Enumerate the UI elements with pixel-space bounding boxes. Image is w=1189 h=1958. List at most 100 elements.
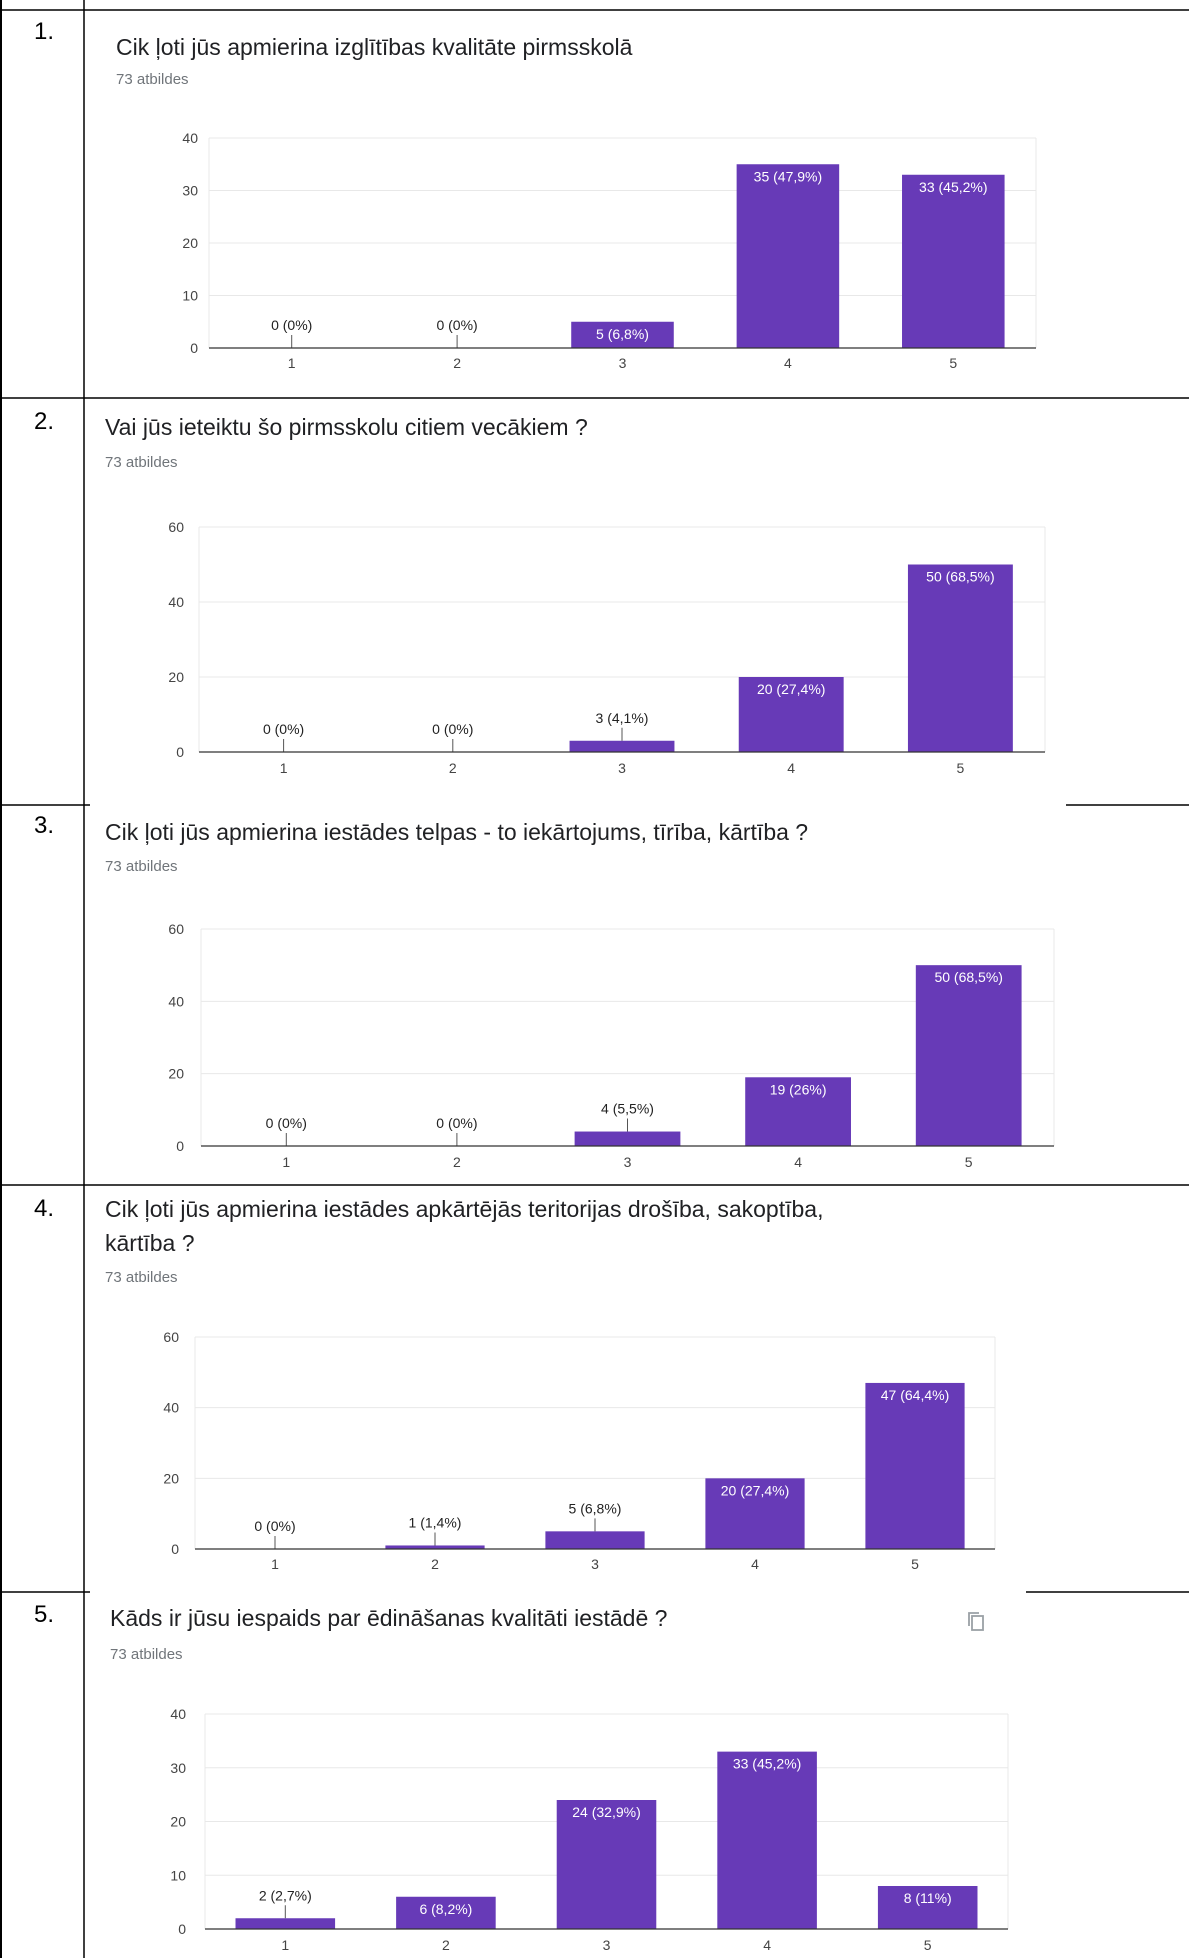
- data-label: 5 (6,8%): [569, 1500, 622, 1516]
- bar: [574, 1131, 681, 1146]
- y-tick-label: 0: [171, 1541, 179, 1557]
- x-tick-label: 2: [453, 1154, 461, 1170]
- data-label: 0 (0%): [254, 1518, 295, 1534]
- data-label: 50 (68,5%): [926, 569, 994, 585]
- bar-chart: 0 20 40 60 0 (0%) 1 0 (0%) 2 3 (4,1%) 3 20 (27,4%)…: [168, 519, 1046, 776]
- x-tick-label: 1: [271, 1556, 279, 1572]
- data-label: 33 (45,2%): [919, 179, 987, 195]
- x-tick-label: 4: [763, 1937, 771, 1953]
- row-number: 2.: [34, 408, 55, 435]
- y-tick-label: 10: [182, 288, 198, 304]
- x-tick-label: 3: [618, 760, 626, 776]
- bar: [396, 1896, 496, 1929]
- x-tick-label: 1: [288, 355, 296, 371]
- bar-chart: 0 20 40 60 0 (0%) 1 0 (0%) 2 4 (5,5%) 3 19 (26%) 4 5…: [168, 921, 1055, 1170]
- x-tick-label: 2: [453, 355, 461, 371]
- responses-count: 73 atbildes: [105, 858, 178, 875]
- y-tick-label: 0: [178, 1921, 186, 1937]
- x-tick-label: 5: [957, 760, 965, 776]
- bar: [915, 965, 1022, 1146]
- y-tick-label: 30: [170, 1760, 186, 1776]
- data-label: 2 (2,7%): [259, 1887, 312, 1903]
- x-tick-label: 5: [949, 355, 957, 371]
- bar: [907, 564, 1013, 752]
- bar: [738, 677, 844, 752]
- copy-icon[interactable]: [964, 1609, 988, 1633]
- y-tick-label: 0: [176, 744, 184, 760]
- y-tick-label: 60: [163, 1329, 179, 1345]
- y-tick-label: 30: [182, 183, 198, 199]
- y-tick-label: 60: [168, 921, 184, 937]
- responses-count: 73 atbildes: [110, 1646, 183, 1663]
- x-tick-label: 3: [624, 1154, 632, 1170]
- data-label: 19 (26%): [770, 1081, 827, 1097]
- y-tick-label: 40: [163, 1400, 179, 1416]
- question-title: Cik ļoti jūs apmierina izglītības kvalit…: [116, 34, 633, 60]
- y-tick-label: 20: [168, 669, 184, 685]
- x-tick-label: 4: [751, 1556, 759, 1572]
- bar: [877, 1886, 978, 1929]
- data-label: 0 (0%): [432, 721, 473, 737]
- x-tick-label: 2: [449, 760, 457, 776]
- bar: [717, 1751, 817, 1929]
- bar-chart: 0 20 40 60 0 (0%) 1 1 (1,4%) 2 5 (6,8%) 3 20 (27,4…: [163, 1329, 996, 1572]
- y-tick-label: 40: [168, 594, 184, 610]
- x-tick-label: 4: [784, 355, 792, 371]
- x-tick-label: 3: [603, 1937, 611, 1953]
- data-label: 4 (5,5%): [601, 1101, 654, 1117]
- y-tick-label: 60: [168, 519, 184, 535]
- data-label: 35 (47,9%): [754, 168, 822, 184]
- data-label: 0 (0%): [263, 721, 304, 737]
- bar: [235, 1918, 336, 1929]
- y-tick-label: 20: [170, 1814, 186, 1830]
- x-tick-label: 2: [431, 1556, 439, 1572]
- bar: [705, 1478, 805, 1549]
- x-tick-label: 1: [281, 1937, 289, 1953]
- responses-count: 73 atbildes: [105, 454, 178, 471]
- bar: [736, 164, 840, 348]
- bar: [571, 321, 674, 348]
- responses-count: 73 atbildes: [105, 1269, 178, 1286]
- bar: [902, 174, 1005, 348]
- data-label: 0 (0%): [436, 317, 477, 333]
- data-label: 6 (8,2%): [419, 1901, 472, 1917]
- x-tick-label: 3: [591, 1556, 599, 1572]
- data-label: 33 (45,2%): [733, 1756, 801, 1772]
- bar: [745, 1077, 851, 1146]
- data-label: 0 (0%): [271, 317, 312, 333]
- question-title: Vai jūs ieteiktu šo pirmsskolu citiem ve…: [105, 414, 588, 440]
- data-label: 47 (64,4%): [881, 1387, 949, 1403]
- bar: [556, 1800, 657, 1929]
- question-title-line-1: Cik ļoti jūs apmierina iestādes apkārtēj…: [105, 1196, 824, 1222]
- x-tick-label: 5: [911, 1556, 919, 1572]
- x-tick-label: 2: [442, 1937, 450, 1953]
- data-label: 3 (4,1%): [596, 710, 649, 726]
- bar: [569, 740, 675, 752]
- y-tick-label: 0: [190, 340, 198, 356]
- bar: [385, 1545, 485, 1549]
- data-label: 20 (27,4%): [757, 681, 825, 697]
- question-title: Cik ļoti jūs apmierina iestādes telpas -…: [105, 819, 809, 845]
- data-label: 1 (1,4%): [409, 1514, 462, 1530]
- y-tick-label: 40: [170, 1706, 186, 1722]
- data-label: 0 (0%): [266, 1115, 307, 1131]
- data-label: 0 (0%): [436, 1115, 477, 1131]
- x-tick-label: 5: [965, 1154, 973, 1170]
- bar-chart: 0 10 20 30 40 0 (0%) 1 0 (0%) 2 5 (6,8%) 3 35 (47,9…: [182, 130, 1037, 371]
- data-label: 50 (68,5%): [934, 969, 1002, 985]
- y-tick-label: 40: [182, 130, 198, 146]
- question-title-line-2: kārtība ?: [105, 1230, 195, 1256]
- y-tick-label: 20: [168, 1066, 184, 1082]
- y-tick-label: 10: [170, 1867, 186, 1883]
- y-tick-label: 0: [176, 1138, 184, 1154]
- y-tick-label: 40: [168, 993, 184, 1009]
- question-title: Kāds ir jūsu iespaids par ēdināšanas kva…: [110, 1605, 668, 1631]
- row-number: 1.: [34, 18, 55, 45]
- x-tick-label: 4: [787, 760, 795, 776]
- x-tick-label: 3: [619, 355, 627, 371]
- row-number: 3.: [34, 812, 55, 839]
- data-label: 8 (11%): [904, 1890, 952, 1906]
